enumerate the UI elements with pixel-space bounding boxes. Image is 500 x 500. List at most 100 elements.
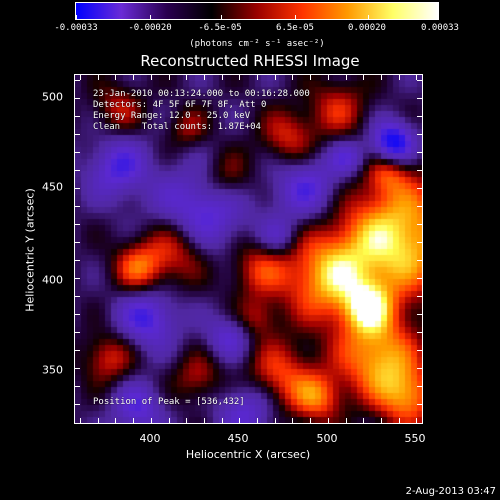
x-tick-label: 400 [139,432,161,445]
colorbar-label: -6.5e-05 [198,23,242,33]
tick-mark [75,260,80,261]
tick-mark [417,296,422,297]
tick-mark [75,404,80,405]
tick-mark [417,260,422,261]
tick-mark [257,418,258,423]
tick-mark [75,278,80,279]
tick-mark [417,332,422,333]
tick-mark [133,418,135,423]
tick-mark [239,75,241,80]
tick-mark [417,278,422,279]
colorbar-tick [295,15,296,20]
tick-mark [239,418,241,423]
tick-mark [417,98,422,99]
x-tick-label: 450 [227,432,249,445]
tick-mark [80,75,81,80]
y-axis-label: Heliocentric Y (arcsec) [23,188,37,312]
colorbar [75,2,439,20]
tick-mark [310,75,312,80]
tick-mark [417,404,422,405]
colorbar-tick [221,15,222,20]
tick-mark [292,418,294,423]
tick-mark [75,386,80,387]
tick-mark [274,75,276,80]
tick-mark [75,188,80,189]
tick-mark [150,418,152,423]
tick-mark [203,418,205,423]
colorbar-tick [368,15,369,20]
colorbar-tick [150,15,151,20]
colorbar-label: -0.00033 [54,23,98,33]
colorbar-tick [76,15,77,20]
colorbar-label: 6.5e-05 [276,23,314,33]
tick-mark [417,386,422,387]
image-plot: 23-Jan-2010 00:13:24.000 to 00:16:28.000… [74,74,423,424]
tick-mark [417,134,422,135]
info-peak: Position of Peak = [536,432] [93,397,245,407]
tick-mark [292,75,294,80]
tick-mark [274,418,276,423]
tick-mark [75,116,80,117]
colorbar-unit: (photons cm⁻² s⁻¹ asec⁻²) [189,39,325,49]
tick-mark [398,75,400,80]
tick-mark [133,75,135,80]
tick-mark [398,418,400,423]
tick-mark [257,75,258,80]
y-tick-label: 400 [42,273,63,287]
tick-mark [416,418,418,423]
tick-mark [327,75,329,80]
tick-mark [80,418,81,423]
tick-mark [75,332,80,333]
tick-mark [417,314,422,315]
tick-mark [75,242,80,243]
info-time: 23-Jan-2010 00:13:24.000 to 00:16:28.000 [93,89,310,99]
colorbar-label: 0.00033 [421,23,459,33]
tick-mark [417,188,422,189]
timestamp: 2-Aug-2013 03:47 [405,486,496,497]
tick-mark [417,170,422,171]
tick-mark [97,75,99,80]
colorbar-label: 0.00020 [348,23,386,33]
info-method: Clean Total counts: 1.87E+04 [93,122,261,132]
tick-mark [75,368,80,369]
tick-mark [75,206,80,207]
tick-mark [75,296,80,297]
rhessi-image [75,75,422,423]
tick-mark [417,206,422,207]
info-detectors: Detectors: 4F 5F 6F 7F 8F, Att 0 [93,100,267,110]
tick-mark [75,350,80,351]
tick-mark [150,75,152,80]
tick-mark [75,224,80,225]
tick-mark [363,418,365,423]
tick-mark [115,75,117,80]
tick-mark [310,418,312,423]
tick-mark [380,75,382,80]
x-axis-label: Heliocentric X (arcsec) [185,448,311,461]
tick-mark [345,418,347,423]
tick-mark [186,418,188,423]
tick-mark [168,75,170,80]
y-tick-label: 450 [42,180,63,194]
colorbar-tick [438,15,439,20]
tick-mark [75,98,80,99]
tick-mark [363,75,365,80]
tick-mark [380,418,382,423]
tick-mark [115,418,117,423]
tick-mark [75,314,80,315]
tick-mark [417,152,422,153]
tick-mark [327,418,329,423]
tick-mark [75,170,80,171]
tick-mark [168,418,170,423]
tick-mark [221,418,223,423]
y-tick-label: 500 [42,90,63,104]
tick-mark [203,75,205,80]
tick-mark [75,152,80,153]
tick-mark [221,75,223,80]
tick-mark [97,418,99,423]
tick-mark [417,350,422,351]
info-energy: Energy Range: 12.0 - 25.0 keV [93,111,251,121]
colorbar-label: -0.00020 [128,23,172,33]
tick-mark [345,75,347,80]
tick-mark [75,134,80,135]
tick-mark [417,80,422,81]
